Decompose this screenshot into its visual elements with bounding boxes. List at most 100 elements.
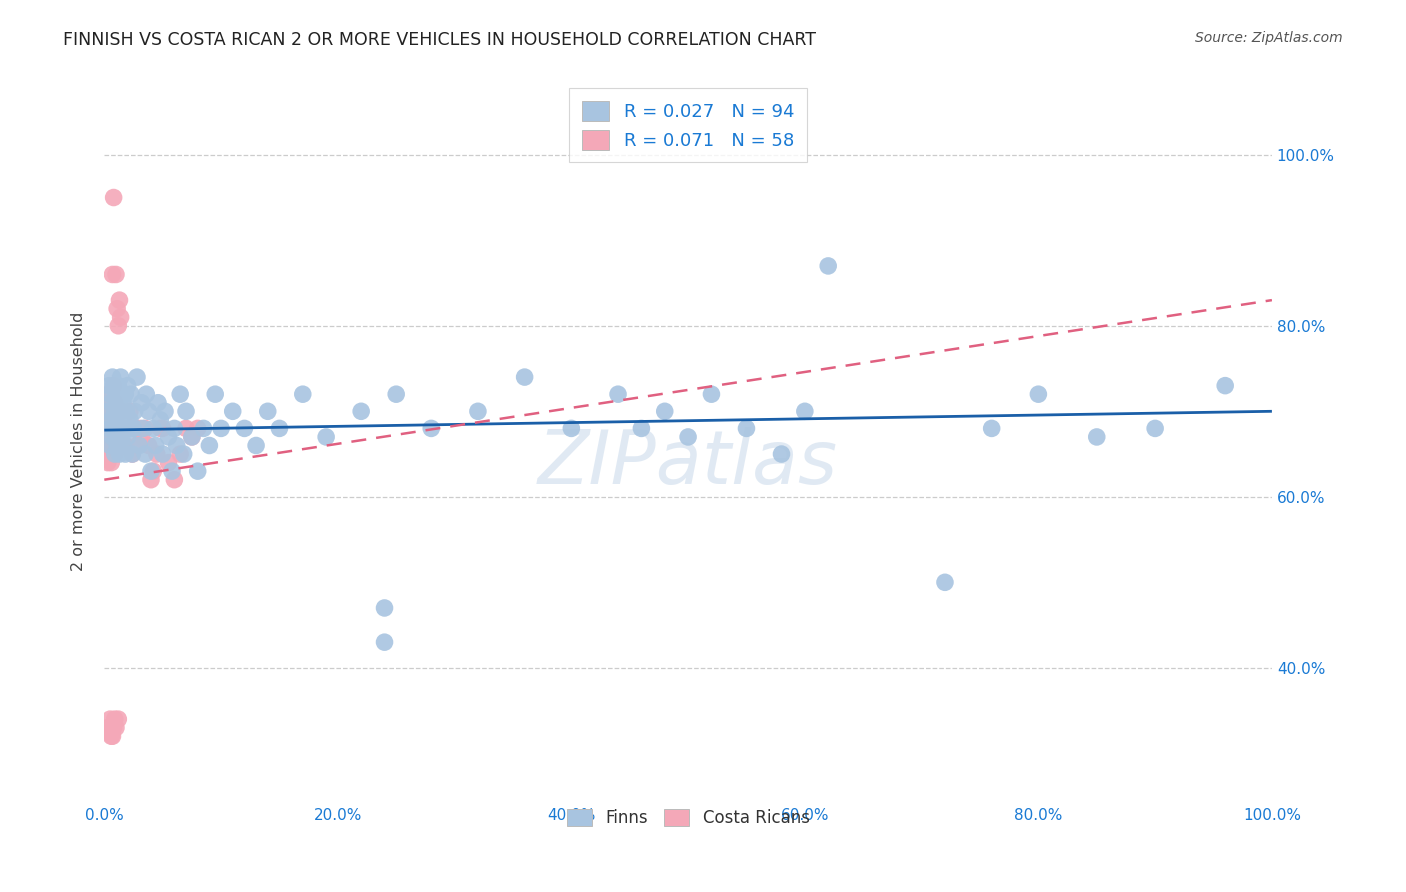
Point	[104, 268, 127, 282]
Point	[817, 259, 839, 273]
Point	[101, 421, 124, 435]
Point	[104, 712, 127, 726]
Point	[98, 712, 121, 726]
Point	[198, 438, 221, 452]
Point	[128, 438, 150, 452]
Point	[104, 721, 127, 735]
Point	[108, 293, 131, 307]
Point	[373, 601, 395, 615]
Point	[630, 421, 652, 435]
Point	[103, 378, 125, 392]
Point	[149, 421, 172, 435]
Point	[138, 404, 160, 418]
Point	[146, 396, 169, 410]
Point	[98, 721, 121, 735]
Point	[163, 473, 186, 487]
Point	[101, 430, 124, 444]
Point	[163, 421, 186, 435]
Point	[180, 430, 202, 444]
Point	[103, 421, 125, 435]
Point	[101, 370, 124, 384]
Point	[98, 396, 121, 410]
Point	[373, 635, 395, 649]
Point	[100, 729, 122, 743]
Point	[97, 404, 120, 418]
Point	[98, 378, 121, 392]
Point	[98, 721, 121, 735]
Point	[1213, 378, 1236, 392]
Point	[139, 473, 162, 487]
Point	[654, 404, 676, 418]
Point	[98, 438, 121, 452]
Point	[97, 721, 120, 735]
Point	[110, 310, 132, 325]
Point	[101, 729, 124, 743]
Point	[111, 396, 134, 410]
Point	[118, 404, 141, 418]
Point	[1144, 421, 1167, 435]
Point	[269, 421, 291, 435]
Point	[107, 318, 129, 333]
Point	[125, 370, 148, 384]
Point	[180, 430, 202, 444]
Point	[131, 396, 153, 410]
Point	[146, 447, 169, 461]
Point	[700, 387, 723, 401]
Point	[174, 421, 197, 435]
Point	[105, 396, 128, 410]
Point	[100, 404, 122, 418]
Point	[124, 404, 146, 418]
Point	[104, 447, 127, 461]
Point	[111, 430, 134, 444]
Point	[98, 387, 121, 401]
Point	[134, 447, 156, 461]
Point	[138, 438, 160, 452]
Point	[117, 430, 139, 444]
Point	[560, 421, 582, 435]
Point	[1028, 387, 1050, 401]
Point	[104, 396, 127, 410]
Point	[114, 387, 136, 401]
Point	[111, 413, 134, 427]
Point	[98, 447, 121, 461]
Point	[420, 421, 443, 435]
Point	[256, 404, 278, 418]
Point	[108, 404, 131, 418]
Point	[169, 387, 191, 401]
Point	[139, 464, 162, 478]
Point	[350, 404, 373, 418]
Point	[125, 438, 148, 452]
Point	[110, 370, 132, 384]
Point	[607, 387, 630, 401]
Point	[187, 421, 209, 435]
Point	[166, 438, 188, 452]
Point	[104, 404, 127, 418]
Point	[104, 447, 127, 461]
Point	[169, 447, 191, 461]
Point	[160, 464, 183, 478]
Point	[105, 438, 128, 452]
Point	[114, 438, 136, 452]
Point	[145, 438, 167, 452]
Text: ZIPatlas: ZIPatlas	[538, 426, 838, 499]
Point	[135, 387, 157, 401]
Point	[107, 712, 129, 726]
Point	[104, 413, 127, 427]
Point	[291, 387, 314, 401]
Point	[98, 438, 121, 452]
Point	[107, 421, 129, 435]
Point	[209, 421, 232, 435]
Point	[94, 421, 117, 435]
Point	[152, 421, 174, 435]
Point	[149, 413, 172, 427]
Point	[770, 447, 793, 461]
Point	[101, 268, 124, 282]
Point	[187, 464, 209, 478]
Point	[104, 387, 127, 401]
Point	[104, 430, 127, 444]
Point	[117, 378, 139, 392]
Point	[173, 447, 195, 461]
Point	[100, 721, 122, 735]
Y-axis label: 2 or more Vehicles in Household: 2 or more Vehicles in Household	[72, 311, 86, 571]
Point	[153, 404, 176, 418]
